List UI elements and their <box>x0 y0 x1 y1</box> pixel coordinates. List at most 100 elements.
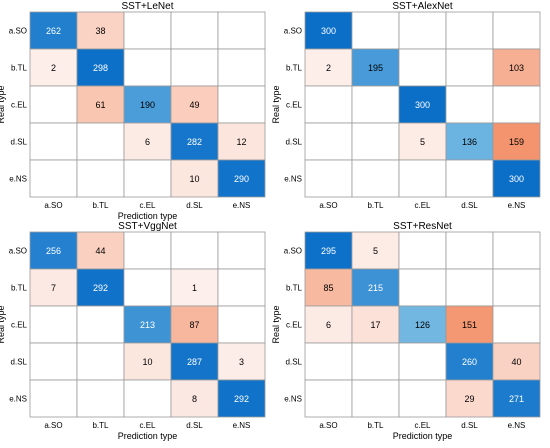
matrix-cell <box>492 268 541 307</box>
matrix-cell <box>123 11 172 50</box>
matrix-cell <box>123 305 172 344</box>
cell-value-label: 126 <box>415 320 430 330</box>
cell-value-label: 61 <box>95 100 105 110</box>
cell-value-label: 38 <box>95 26 105 36</box>
cell-value-label: 290 <box>234 174 249 184</box>
chart-title: SST+ResNet <box>393 221 452 232</box>
y-tick-label: c.EL <box>286 321 303 330</box>
x-tick-label: b.TL <box>92 201 109 210</box>
cell-value-label: 298 <box>93 63 108 73</box>
cell-value-label: 5 <box>373 246 378 256</box>
cell-value-label: 256 <box>46 246 61 256</box>
confusion-matrix-3: SST+VggNet 256 44 7 292 1 213 87 10 287 3 8 292 a.SO b… <box>0 221 266 441</box>
x-tick-label: b.TL <box>367 201 384 210</box>
y-tick-label: e.NS <box>284 395 302 404</box>
y-tick-label: b.TL <box>286 284 303 293</box>
cell-value-label: 87 <box>189 320 199 330</box>
matrix-cell <box>351 305 400 344</box>
matrix-cell <box>217 379 266 418</box>
matrix-cell <box>351 122 400 161</box>
cell-value-label: 300 <box>509 174 524 184</box>
matrix-cell <box>445 122 494 161</box>
matrix-cell <box>76 379 125 418</box>
cell-value-label: 159 <box>509 137 524 147</box>
cell-value-label: 7 <box>51 283 56 293</box>
cell-value-label: 6 <box>145 137 150 147</box>
matrix-cell <box>170 11 219 50</box>
y-tick-label: c.EL <box>11 101 28 110</box>
matrix-cell <box>398 268 447 307</box>
x-tick-label: a.SO <box>319 421 337 430</box>
x-tick-label: a.SO <box>44 421 62 430</box>
cell-value-label: 300 <box>321 26 336 36</box>
y-tick-label: a.SO <box>9 247 27 256</box>
matrix-cell <box>398 159 447 198</box>
chart-title: SST+VggNet <box>118 221 177 232</box>
cell-value-label: 5 <box>420 137 425 147</box>
x-tick-label: a.SO <box>319 201 337 210</box>
matrix-cell <box>398 231 447 270</box>
matrix-cell <box>398 48 447 87</box>
cell-value-label: 29 <box>464 394 474 404</box>
cell-value-label: 262 <box>46 26 61 36</box>
cell-value-label: 2 <box>326 63 331 73</box>
y-tick-label: e.NS <box>9 395 27 404</box>
matrix-cell <box>123 342 172 381</box>
cell-value-label: 12 <box>236 137 246 147</box>
cell-value-label: 215 <box>368 283 383 293</box>
matrix-cell <box>123 122 172 161</box>
x-tick-label: b.TL <box>367 421 384 430</box>
cell-value-label: 10 <box>142 357 152 367</box>
matrix-cell <box>492 231 541 270</box>
matrix-cell <box>492 11 541 50</box>
matrix-cell <box>351 11 400 50</box>
matrix-cell <box>217 342 266 381</box>
x-axis-label: Prediction type <box>118 431 178 441</box>
chart-title: SST+LeNet <box>122 1 174 12</box>
matrix-cell <box>217 11 266 50</box>
cell-value-label: 213 <box>140 320 155 330</box>
y-tick-label: e.NS <box>284 175 302 184</box>
x-tick-label: b.TL <box>92 421 109 430</box>
matrix-cell <box>123 268 172 307</box>
matrix-cell <box>492 379 541 418</box>
cell-value-label: 103 <box>509 63 524 73</box>
y-tick-label: d.SL <box>11 358 28 367</box>
y-tick-label: d.SL <box>11 138 28 147</box>
matrix-cell <box>445 342 494 381</box>
y-tick-label: a.SO <box>9 27 27 36</box>
matrix-cell <box>76 11 125 50</box>
cell-value-label: 3 <box>239 357 244 367</box>
cell-value-label: 136 <box>462 137 477 147</box>
y-tick-label: a.SO <box>284 27 302 36</box>
matrix-cell <box>445 11 494 50</box>
y-tick-label: d.SL <box>286 138 303 147</box>
matrix-cell <box>445 231 494 270</box>
confusion-matrix-1: SST+LeNet 262 38 2 298 61 190 49 6 282 12 10 290 a.SO… <box>0 1 266 221</box>
matrix-cell <box>217 122 266 161</box>
cell-value-label: 292 <box>93 283 108 293</box>
matrix-cell <box>170 48 219 87</box>
cell-value-label: 17 <box>370 320 380 330</box>
matrix-cell <box>217 48 266 87</box>
matrix-cell <box>217 231 266 270</box>
y-tick-label: b.TL <box>11 284 28 293</box>
cell-value-label: 151 <box>462 320 477 330</box>
matrix-cell <box>29 122 78 161</box>
matrix-cell <box>76 122 125 161</box>
y-tick-label: b.TL <box>286 64 303 73</box>
y-axis-label: Real type <box>0 305 6 343</box>
matrix-cell <box>217 305 266 344</box>
cell-value-label: 282 <box>187 137 202 147</box>
matrix-cell <box>304 342 353 381</box>
cell-value-label: 85 <box>323 283 333 293</box>
x-tick-label: c.EL <box>139 201 156 210</box>
x-axis-label: Prediction type <box>393 431 453 441</box>
matrix-cell <box>76 342 125 381</box>
matrix-cell <box>492 122 541 161</box>
matrix-cell <box>351 159 400 198</box>
matrix-cell <box>492 159 541 198</box>
y-tick-label: d.SL <box>286 358 303 367</box>
matrix-cell <box>123 159 172 198</box>
